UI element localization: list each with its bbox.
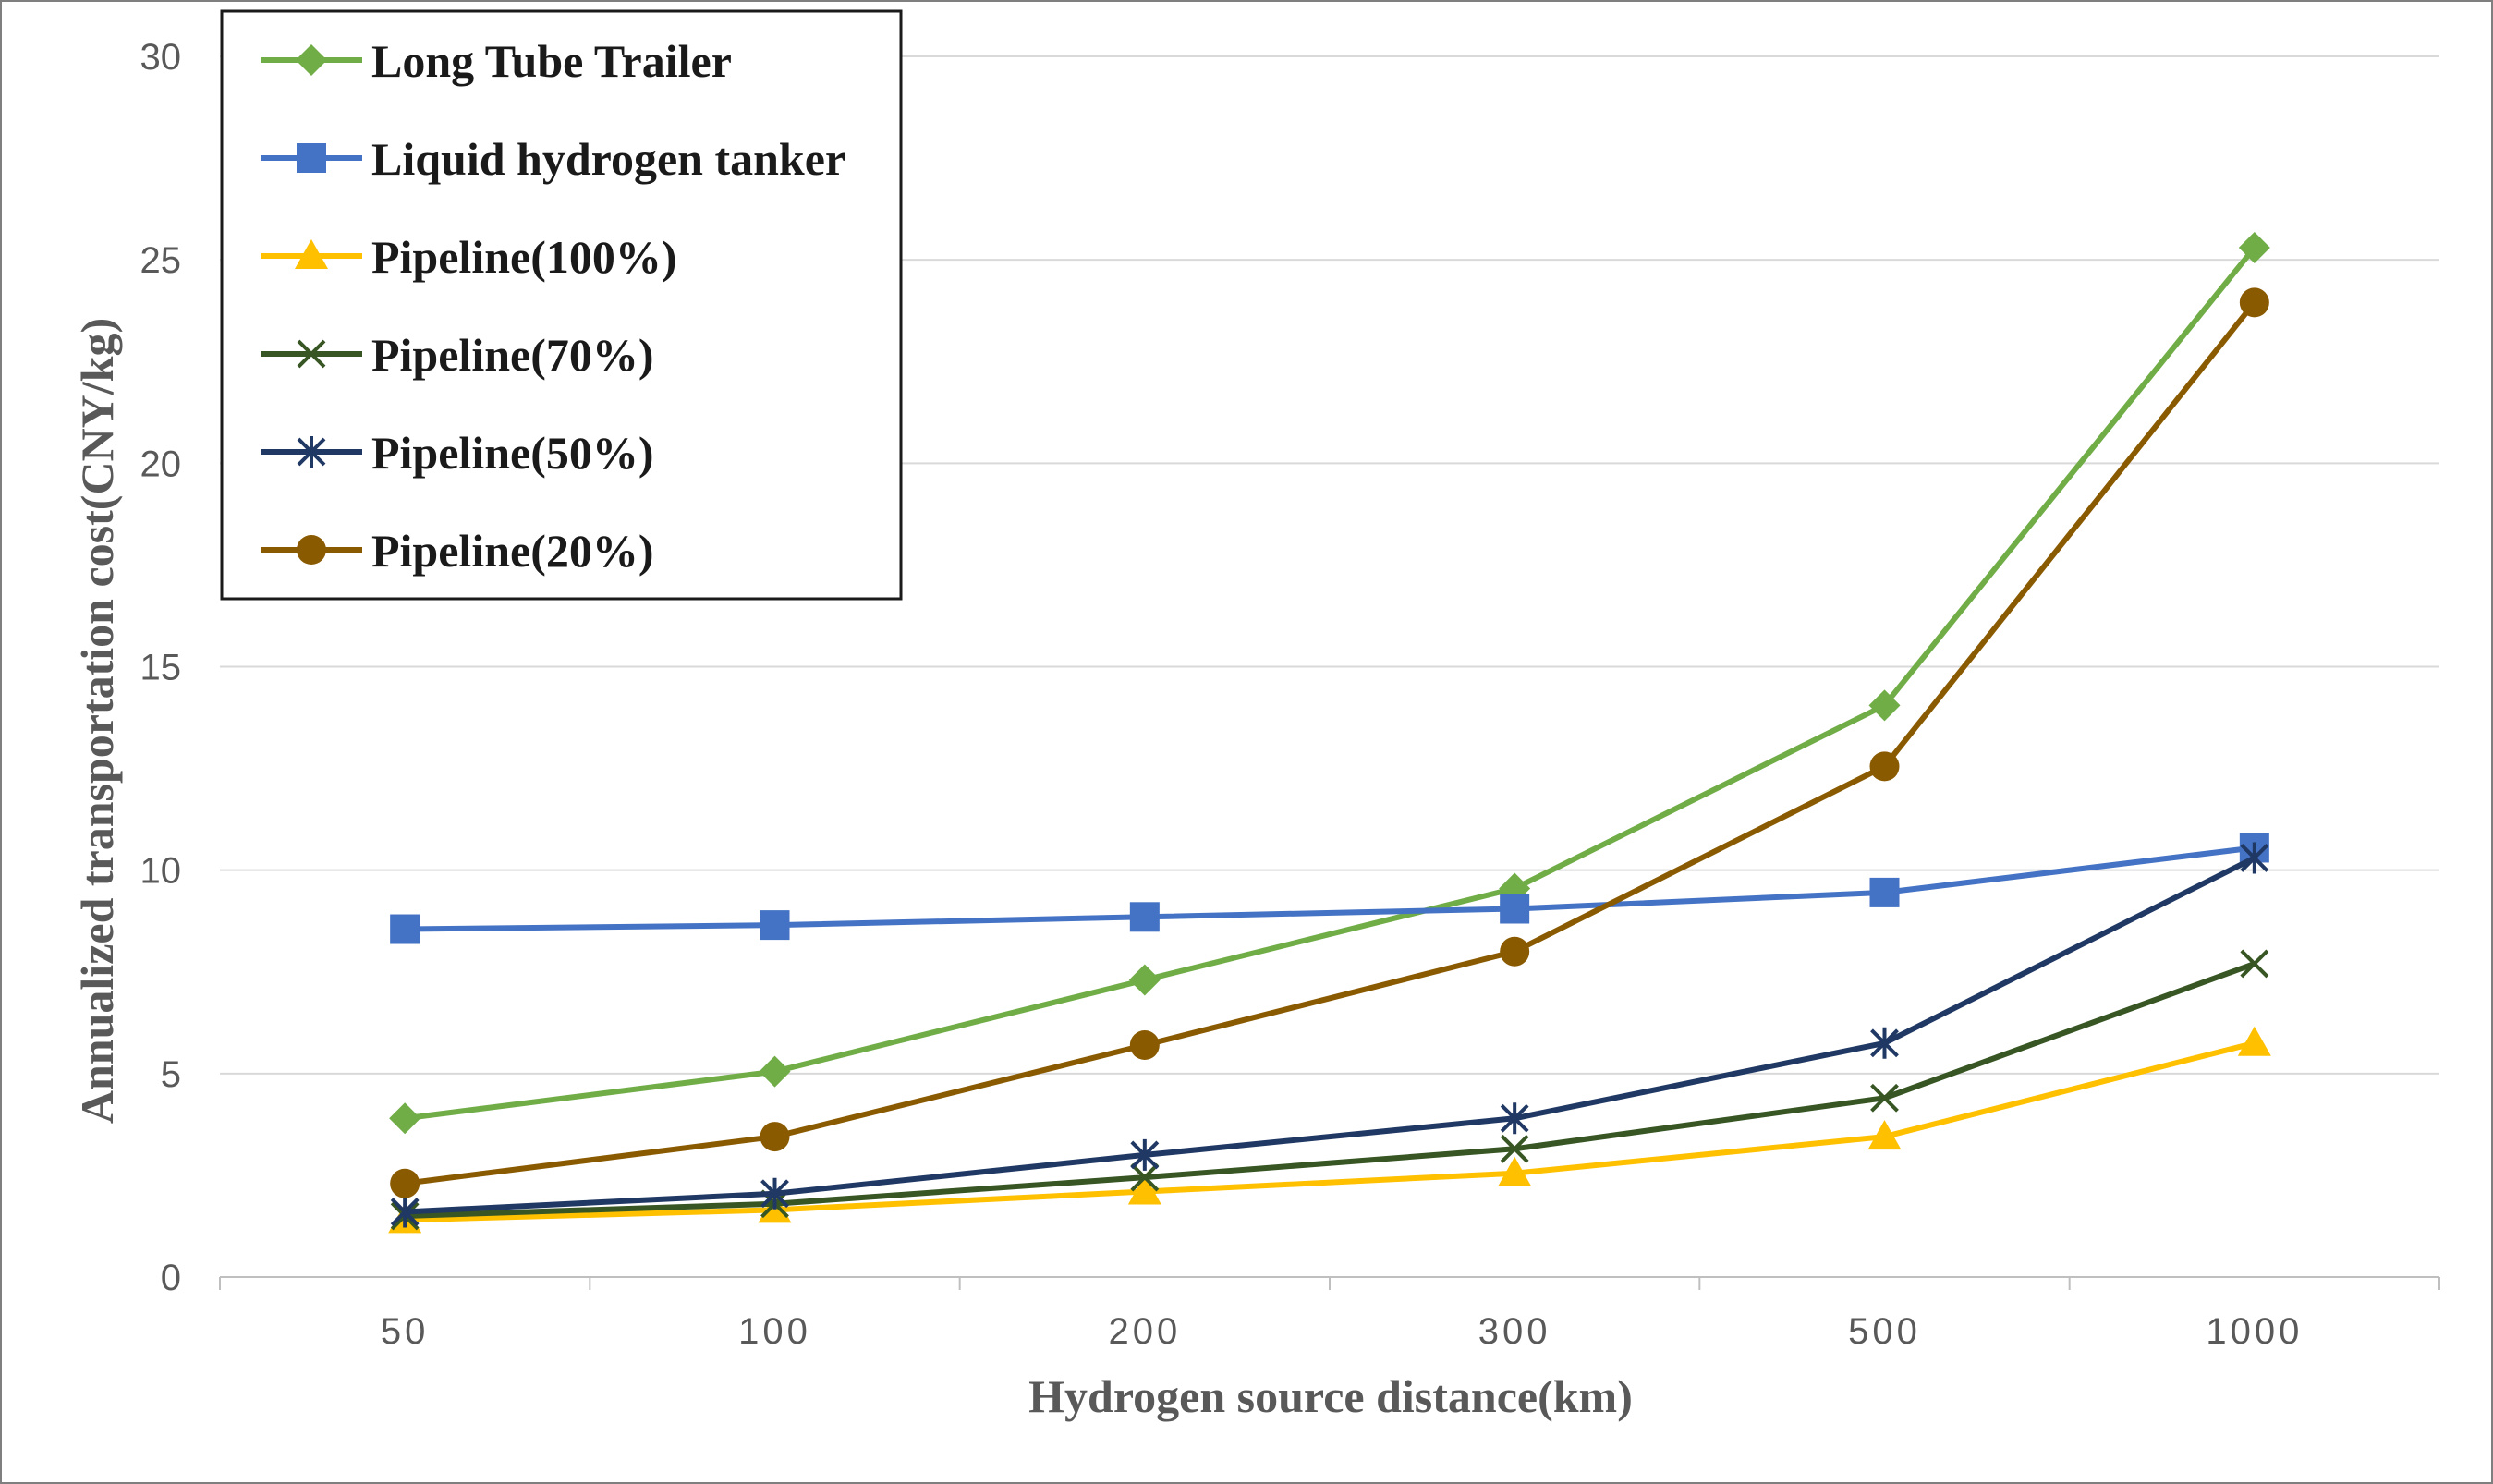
data-point	[390, 1196, 420, 1228]
data-point	[390, 1168, 420, 1198]
legend-box	[220, 9, 903, 601]
data-point	[1128, 964, 1161, 996]
legend-item: Pipeline(50%)	[261, 427, 654, 479]
data-point	[2239, 287, 2269, 318]
data-point	[1129, 902, 1160, 932]
series-line	[405, 1040, 2256, 1223]
data-point	[1500, 894, 1530, 924]
series-2	[388, 1026, 2271, 1234]
series-line	[404, 300, 2257, 1186]
legend-marker	[297, 339, 326, 369]
x-tick-label: 50	[381, 1311, 430, 1352]
data-point	[2240, 842, 2269, 874]
y-tick-label: 30	[140, 37, 182, 78]
legend-marker-stroke	[297, 339, 326, 369]
data-point	[1869, 877, 1900, 907]
y-axis-title: Annualized transportation cost(CNY/kg)	[71, 318, 123, 1124]
legend-label: Liquid hydrogen tanker	[371, 133, 845, 185]
data-point-stroke	[2240, 949, 2269, 979]
data-point-stroke	[1130, 1162, 1160, 1192]
legend-item: Pipeline(70%)	[261, 329, 654, 381]
legend-label: Pipeline(50%)	[371, 427, 654, 479]
data-point	[1867, 1120, 1902, 1150]
legend-marker-stroke	[297, 436, 326, 468]
x-tick-label: 100	[738, 1311, 811, 1352]
legend-item: Long Tube Trailer	[261, 35, 732, 87]
data-point	[1127, 1174, 1161, 1205]
series-line	[404, 246, 2257, 1122]
legend-marker	[297, 535, 326, 565]
y-tick-label: 15	[140, 648, 182, 688]
legend-label: Long Tube Trailer	[371, 35, 732, 87]
series-1	[390, 833, 2269, 944]
data-point	[1498, 1156, 1532, 1186]
y-tick-label: 10	[140, 851, 182, 892]
legend-label: Pipeline(70%)	[371, 329, 654, 381]
series-0	[389, 231, 2270, 1135]
data-point	[1500, 1102, 1529, 1135]
data-point-stroke	[1870, 1083, 1899, 1113]
x-tick-label: 1000	[2206, 1311, 2303, 1352]
series-line	[405, 855, 2256, 1215]
legend-marker	[297, 143, 326, 173]
data-point	[2240, 949, 2269, 979]
series-line	[405, 845, 2256, 932]
legend-label: Pipeline(20%)	[371, 525, 654, 577]
series-5	[390, 287, 2269, 1198]
data-point	[1129, 1030, 1160, 1061]
data-point	[389, 1102, 421, 1135]
legend-marker	[297, 436, 326, 468]
data-point	[2237, 1026, 2271, 1056]
data-point	[1130, 1162, 1160, 1192]
data-point	[390, 914, 420, 944]
x-tick-label: 200	[1108, 1311, 1181, 1352]
data-point	[1500, 1134, 1529, 1163]
data-point	[1870, 1083, 1899, 1113]
x-tick-label: 300	[1478, 1311, 1551, 1352]
y-tick-label: 5	[161, 1054, 181, 1095]
y-tick-label: 25	[140, 240, 182, 281]
legend-item: Pipeline(100%)	[261, 231, 677, 283]
data-point-stroke	[390, 1196, 420, 1228]
data-point	[1500, 936, 1530, 967]
axes: 0 5 10 15 20 25 30 50 100 200 300 500 1000	[140, 37, 2440, 1352]
data-point-stroke	[760, 1177, 789, 1210]
data-point-stroke	[2240, 842, 2269, 874]
data-point	[759, 1055, 791, 1088]
data-point	[760, 910, 790, 941]
legend-marker	[295, 239, 328, 269]
series-line	[405, 961, 2256, 1219]
series-lines	[388, 231, 2271, 1234]
y-tick-label: 20	[140, 444, 182, 484]
legend-marker	[296, 44, 327, 76]
data-point-stroke	[1500, 1102, 1529, 1135]
data-point-stroke	[1500, 1134, 1529, 1163]
legend: Long Tube Trailer Liquid hydrogen tanker P…	[220, 9, 903, 601]
data-point	[1868, 689, 1901, 722]
legend-item: Pipeline(20%)	[261, 525, 654, 577]
data-point	[2238, 231, 2270, 263]
legend-label: Pipeline(100%)	[371, 231, 677, 283]
legend-item: Liquid hydrogen tanker	[261, 133, 845, 185]
data-point	[1870, 1027, 1899, 1059]
x-tick-label: 500	[1848, 1311, 1921, 1352]
data-point-stroke	[1870, 1027, 1899, 1059]
data-point	[760, 1122, 790, 1152]
data-point	[1869, 751, 1900, 782]
x-axis-title: Hydrogen source distance(km)	[1028, 1370, 1633, 1422]
y-tick-label: 0	[161, 1258, 181, 1298]
data-point	[760, 1177, 789, 1210]
data-point	[1130, 1138, 1160, 1171]
data-point-stroke	[1130, 1138, 1160, 1171]
series-4	[390, 842, 2269, 1228]
